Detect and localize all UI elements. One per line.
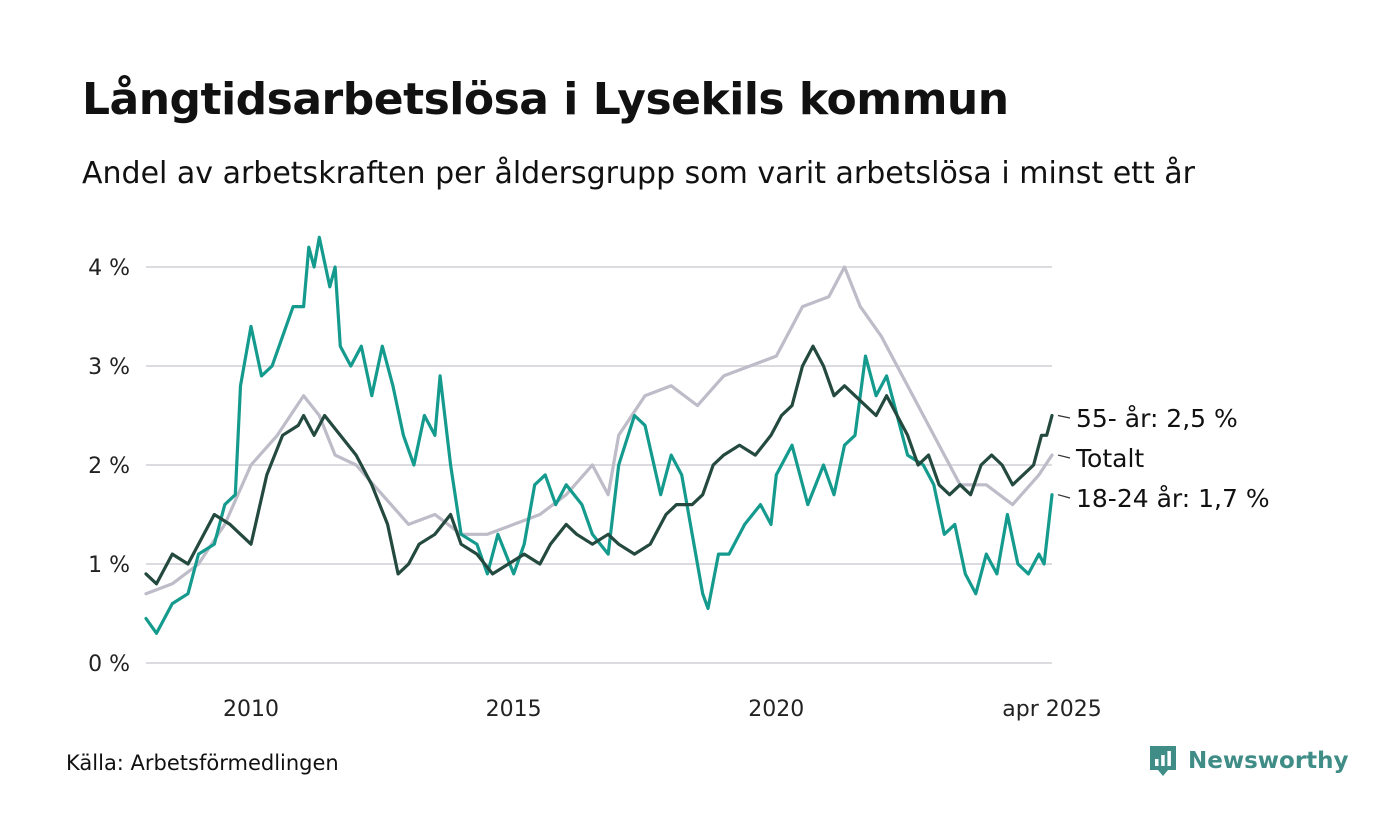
chart-subtitle: Andel av arbetskraften per åldersgrupp s… <box>82 156 1195 191</box>
series-end-label: Totalt <box>1075 444 1144 473</box>
end-label-connector <box>1057 414 1071 419</box>
series-line-2 <box>144 344 1054 586</box>
series-end-label: 18-24 år: 1,7 % <box>1076 484 1270 513</box>
x-tick-label: 2015 <box>486 697 542 722</box>
y-tick-label: 0 % <box>88 652 130 677</box>
chart-title: Långtidsarbetslösa i Lysekils kommun <box>82 74 1009 125</box>
y-tick-label: 1 % <box>88 553 130 578</box>
y-tick-label: 3 % <box>88 355 130 380</box>
brand-logo[interactable]: Newsworthy <box>1148 744 1349 778</box>
series-end-label: 55- år: 2,5 % <box>1076 404 1238 433</box>
y-tick-label: 2 % <box>88 454 130 479</box>
x-tick-label: 2010 <box>223 697 279 722</box>
series-line-1 <box>144 235 1054 635</box>
brand-name: Newsworthy <box>1188 748 1349 774</box>
newsworthy-logo-icon <box>1150 746 1176 776</box>
series-line-0 <box>144 265 1054 596</box>
x-tick-label: 2020 <box>748 697 804 722</box>
end-label-connector <box>1057 454 1071 459</box>
x-tick-label: apr 2025 <box>1002 697 1101 722</box>
y-tick-label: 4 % <box>88 256 130 281</box>
source-note: Källa: Arbetsförmedlingen <box>66 751 339 775</box>
end-label-connector <box>1057 494 1071 499</box>
